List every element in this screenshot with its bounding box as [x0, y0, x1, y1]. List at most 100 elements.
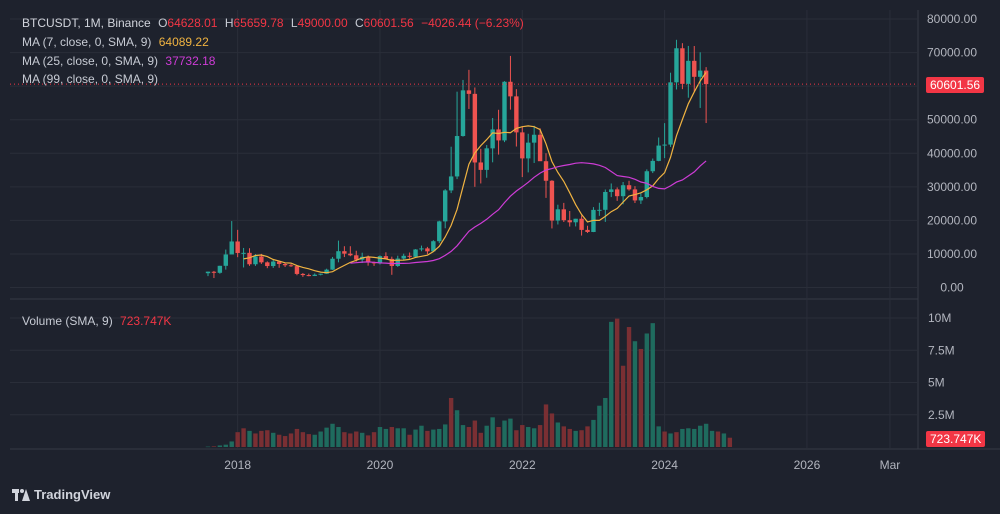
- volume-bar: [265, 430, 270, 447]
- volume-bar: [271, 432, 276, 447]
- ma25-legend[interactable]: MA (25, close, 0, SMA, 9) 37732.18: [22, 54, 219, 68]
- volume-bar: [520, 425, 525, 447]
- candle-body: [686, 60, 691, 84]
- ma99-label: MA (99, close, 0, SMA, 9): [22, 72, 159, 86]
- candle-body: [437, 221, 442, 242]
- candle-body: [259, 256, 264, 263]
- candle-body: [531, 134, 537, 143]
- tradingview-logo[interactable]: TradingView: [12, 487, 110, 502]
- volume-bar: [543, 404, 549, 447]
- symbol-label: BTCUSDT, 1M, Binance: [22, 16, 151, 30]
- candle-body: [609, 189, 614, 192]
- volume-bar: [389, 427, 395, 447]
- volume-bar: [609, 321, 614, 447]
- volume-bar: [703, 423, 709, 447]
- volume-bar: [348, 433, 353, 447]
- ma25-line: [350, 160, 707, 265]
- volume-bar: [318, 431, 323, 447]
- volume-bar: [549, 413, 555, 447]
- volume-bar: [526, 427, 531, 447]
- price-tick-label: 20000.00: [927, 213, 977, 227]
- candle-body: [668, 82, 673, 145]
- volume-bar: [425, 430, 430, 447]
- volume-legend[interactable]: Volume (SMA, 9) 723.747K: [22, 314, 175, 328]
- candle-body: [674, 48, 679, 83]
- volume-label: Volume (SMA, 9): [22, 314, 113, 328]
- volume-bar: [371, 432, 377, 447]
- volume-bar: [674, 432, 679, 447]
- volume-tick-label: 10M: [928, 311, 951, 325]
- volume-bar: [306, 434, 312, 447]
- volume-bar: [508, 418, 513, 447]
- volume-bar: [668, 433, 673, 447]
- volume-bar: [620, 365, 626, 447]
- tradingview-icon: [12, 488, 30, 501]
- ma99-legend[interactable]: MA (99, close, 0, SMA, 9): [22, 72, 162, 86]
- close-label: C: [354, 16, 364, 30]
- candle-body: [235, 241, 240, 253]
- high-label: H: [224, 16, 234, 30]
- candle-body: [342, 251, 347, 254]
- last-price-tag: 60601.56: [926, 77, 985, 93]
- candle-body: [514, 96, 519, 133]
- volume-bar: [614, 318, 620, 447]
- volume-bar: [727, 437, 733, 447]
- volume-bar: [484, 425, 489, 447]
- price-tick-label: 80000.00: [927, 12, 977, 26]
- volume-bar: [342, 432, 347, 447]
- candle-body: [484, 148, 489, 170]
- candle-body: [597, 209, 602, 211]
- candle-body: [561, 209, 566, 221]
- volume-bar: [715, 431, 721, 447]
- volume-bar: [537, 425, 543, 447]
- candle-body: [265, 262, 270, 267]
- candle-body: [419, 248, 424, 250]
- volume-bar: [241, 428, 246, 447]
- price-tick-label: 50000.00: [927, 113, 977, 127]
- candle-body: [211, 271, 217, 273]
- volume-bar: [502, 420, 507, 447]
- volume-bar: [395, 428, 400, 447]
- candle-body: [656, 145, 661, 161]
- change-value: −4026.44 (−6.23%): [421, 16, 524, 30]
- candle-body: [443, 190, 448, 222]
- time-tick-label: 2020: [367, 458, 394, 472]
- ma7-line: [243, 72, 707, 274]
- time-tick-label: 2026: [794, 458, 821, 472]
- price-tick-label: 70000.00: [927, 46, 977, 60]
- volume-bar: [407, 434, 412, 447]
- candle-body: [508, 81, 513, 97]
- ma7-legend[interactable]: MA (7, close, 0, SMA, 9) 64089.22: [22, 35, 213, 49]
- candle-body: [614, 189, 620, 197]
- last-volume-tag: 723.747K: [926, 431, 986, 447]
- price-tick-label: 30000.00: [927, 180, 977, 194]
- candle-body: [318, 273, 323, 275]
- volume-bar: [223, 444, 228, 447]
- volume-bar: [656, 426, 661, 447]
- candle-body: [312, 274, 317, 276]
- candle-body: [526, 142, 531, 159]
- volume-bar: [721, 433, 727, 447]
- volume-bar: [644, 333, 650, 447]
- volume-bar: [431, 429, 436, 447]
- candle-body: [253, 256, 258, 265]
- candle-body: [217, 265, 223, 273]
- volume-tick-label: 2.5M: [928, 408, 955, 422]
- candle-body: [330, 258, 335, 270]
- candle-body: [585, 229, 590, 232]
- candle-body: [650, 160, 655, 172]
- candle-body: [644, 171, 650, 198]
- volume-bar: [466, 427, 472, 447]
- candle-body: [692, 60, 697, 77]
- candle-body: [336, 251, 341, 259]
- volume-bar: [217, 445, 223, 447]
- volume-bar: [591, 419, 596, 447]
- volume-bar: [419, 425, 424, 447]
- volume-bar: [448, 397, 454, 447]
- candle-body: [620, 185, 626, 197]
- volume-bar: [496, 427, 501, 447]
- symbol-legend[interactable]: BTCUSDT, 1M, Binance O64628.01 H65659.78…: [22, 16, 528, 30]
- candle-body: [448, 176, 454, 191]
- volume-bar: [259, 430, 264, 447]
